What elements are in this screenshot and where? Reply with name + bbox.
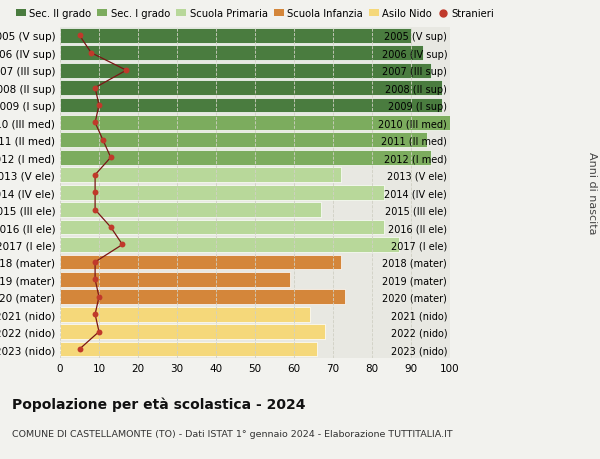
Bar [60,133,427,148]
Bar [60,81,442,96]
Bar [60,325,325,339]
Point [90,119,100,127]
Bar [60,238,400,252]
Text: Anni di nascita: Anni di nascita [587,151,597,234]
Point [90,311,100,318]
Point [118,241,127,249]
Point [90,259,100,266]
Bar [60,220,384,235]
Point [90,85,100,92]
Point [90,207,100,214]
Point [94,102,104,110]
Bar [60,151,431,165]
Bar [60,185,384,200]
Bar [60,203,322,218]
Bar [60,29,411,44]
Bar [60,307,310,322]
Point [90,189,100,196]
Bar [60,290,344,304]
Legend: Sec. II grado, Sec. I grado, Scuola Primaria, Scuola Infanzia, Asilo Nido, Stran: Sec. II grado, Sec. I grado, Scuola Prim… [16,9,494,19]
Point [94,293,104,301]
Bar [60,168,341,183]
Point [86,50,96,57]
Point [94,328,104,336]
Point [106,154,115,162]
Point [106,224,115,231]
Point [121,67,131,75]
Text: Popolazione per età scolastica - 2024: Popolazione per età scolastica - 2024 [12,397,305,412]
Bar [60,255,341,270]
Bar [60,46,422,61]
Point [90,276,100,283]
Point [98,137,108,144]
Bar [60,272,290,287]
Bar [60,98,442,113]
Bar [60,116,450,131]
Bar [60,64,431,78]
Point [74,33,84,40]
Text: COMUNE DI CASTELLAMONTE (TO) - Dati ISTAT 1° gennaio 2024 - Elaborazione TUTTITA: COMUNE DI CASTELLAMONTE (TO) - Dati ISTA… [12,429,452,438]
Point [90,172,100,179]
Bar [60,342,317,357]
Point [74,346,84,353]
